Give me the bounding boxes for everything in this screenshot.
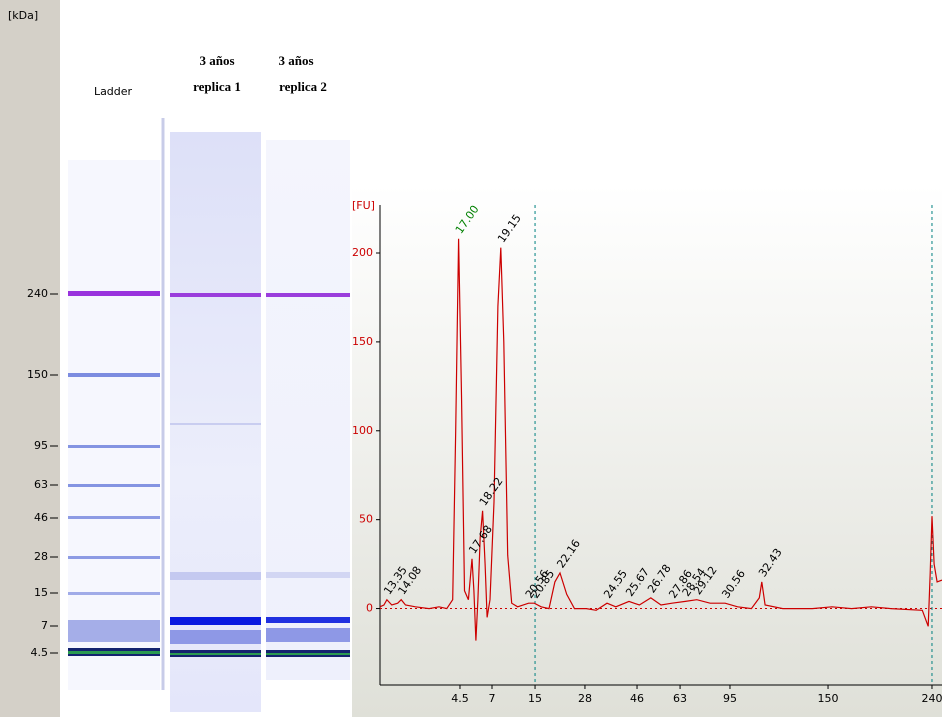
axis-strip: [0, 0, 60, 717]
ladder-label: 7: [41, 619, 48, 632]
y-axis-label: [FU]: [352, 199, 375, 212]
lane-label: Ladder: [94, 85, 133, 98]
y-tick-label: 50: [359, 513, 373, 526]
y-tick-label: 150: [352, 335, 373, 348]
x-tick-label: 95: [723, 692, 737, 705]
ladder-label: 15: [34, 586, 48, 599]
x-tick-label: 15: [528, 692, 542, 705]
plot-background: [352, 185, 942, 717]
x-tick-label: 28: [578, 692, 592, 705]
lane-label: 3 años: [199, 53, 234, 68]
ladder-label: 46: [34, 511, 48, 524]
x-tick-label: 7: [489, 692, 496, 705]
ladder-label: 240: [27, 287, 48, 300]
lane-sublabel: replica 1: [193, 79, 241, 94]
x-tick-label: 63: [673, 692, 687, 705]
x-tick-label: 4.5: [451, 692, 469, 705]
y-tick-label: 200: [352, 246, 373, 259]
lane-sublabel: replica 2: [279, 79, 327, 94]
ladder-label: 4.5: [31, 646, 49, 659]
x-tick-label: 46: [630, 692, 644, 705]
y-tick-label: 100: [352, 424, 373, 437]
screen: [kDa] Ladder 3 años replica 1 3 años rep…: [0, 0, 942, 717]
gel-lanes: [68, 118, 350, 712]
ladder-label: 95: [34, 439, 48, 452]
ladder-label: 28: [34, 550, 48, 563]
x-tick-label: 150: [818, 692, 839, 705]
ladder-label: 150: [27, 368, 48, 381]
y-tick-label: 0: [366, 602, 373, 615]
lane-label: 3 años: [278, 53, 313, 68]
x-tick-label: 240: [921, 692, 942, 705]
gel-y-label: [kDa]: [8, 9, 38, 22]
ladder-label: 63: [34, 478, 48, 491]
